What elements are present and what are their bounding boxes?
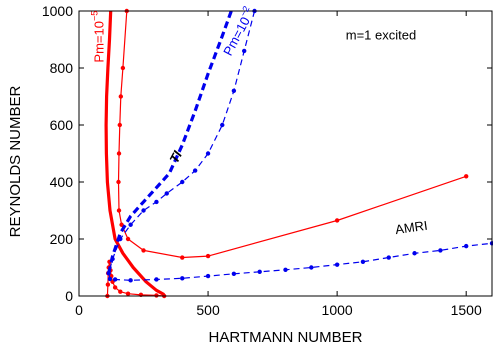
series-2-point (180, 255, 185, 260)
y-tick-label: 1000 (42, 3, 73, 19)
series-2-line (117, 10, 467, 259)
series-5-point (334, 262, 340, 267)
series-5-point (107, 276, 113, 282)
series-layer (104, 8, 493, 299)
series-3-point (105, 282, 111, 287)
annotation-4: TI (166, 148, 185, 166)
series-5-point (386, 255, 391, 260)
series-4-line (107, 10, 233, 274)
series-5-point (180, 276, 185, 281)
axes-layer: 0 500 1000 1500 0 200 400 600 800 1000 (42, 3, 493, 318)
series-5-point (128, 222, 133, 227)
series-5-point (164, 191, 169, 196)
series-5-point (154, 277, 159, 282)
annotation-1: Pm=10−5 (90, 11, 107, 63)
series-5-point (220, 122, 225, 128)
y-tick-label: 400 (50, 174, 74, 190)
series-5-point (192, 168, 198, 173)
y-tick-label: 800 (50, 60, 74, 76)
x-axis-title: HARTMANN NUMBER (209, 329, 363, 346)
series-5-point (412, 251, 417, 256)
series-3-point (154, 293, 159, 298)
series-5-point (463, 243, 469, 249)
series-2-point (116, 151, 122, 156)
series-2-point (117, 122, 122, 128)
series-2-point (141, 248, 146, 253)
annotation-2: Pm=10−2 (218, 4, 257, 58)
series-2-point (116, 208, 122, 213)
series-5-point (283, 267, 288, 272)
series-3-point (118, 289, 123, 294)
series-2-point (118, 94, 124, 99)
annotation-layer: Pm=10−5 Pm=10−2 m=1 excited TI AMRI (90, 4, 429, 237)
x-tick-label: 0 (75, 302, 83, 318)
series-5-point (309, 265, 314, 270)
x-tick-label: 1000 (322, 302, 353, 318)
series-2-point (125, 236, 131, 242)
series-2-point (120, 65, 126, 71)
series-5-point (438, 248, 443, 253)
series-2-point (463, 174, 469, 179)
series-5-point (205, 273, 211, 279)
series-5-point (118, 236, 123, 242)
annotation-5: AMRI (394, 218, 428, 237)
series-2-point (116, 179, 121, 185)
series-5-line (108, 10, 493, 281)
series-5-point (154, 199, 159, 205)
series-5-point (112, 277, 118, 282)
series-5-point (231, 88, 237, 94)
series-3-point (112, 285, 118, 290)
series-5-point (242, 48, 247, 54)
series-2-point (119, 222, 124, 227)
y-axis-title: REYNOLDS NUMBER (7, 85, 24, 237)
series-5-point (231, 271, 237, 276)
series-5-point (141, 208, 146, 213)
series-5-point (360, 259, 366, 264)
y-tick-label: 600 (50, 117, 74, 133)
annotation-3: m=1 excited (346, 28, 416, 43)
y-tick-label: 200 (50, 231, 74, 247)
x-tick-label: 500 (196, 302, 220, 318)
y-tick-label: 0 (65, 288, 73, 304)
series-5-point (128, 278, 133, 283)
series-5-point (205, 151, 211, 156)
series-3-point (125, 291, 131, 296)
series-5-point (106, 271, 111, 276)
series-2-point (334, 218, 340, 223)
series-5-point (110, 256, 115, 262)
series-5-point (257, 269, 262, 274)
plot-frame (78, 10, 493, 297)
series-5-point (180, 179, 185, 185)
series-2-point (205, 253, 211, 259)
x-tick-label: 1500 (451, 302, 482, 318)
